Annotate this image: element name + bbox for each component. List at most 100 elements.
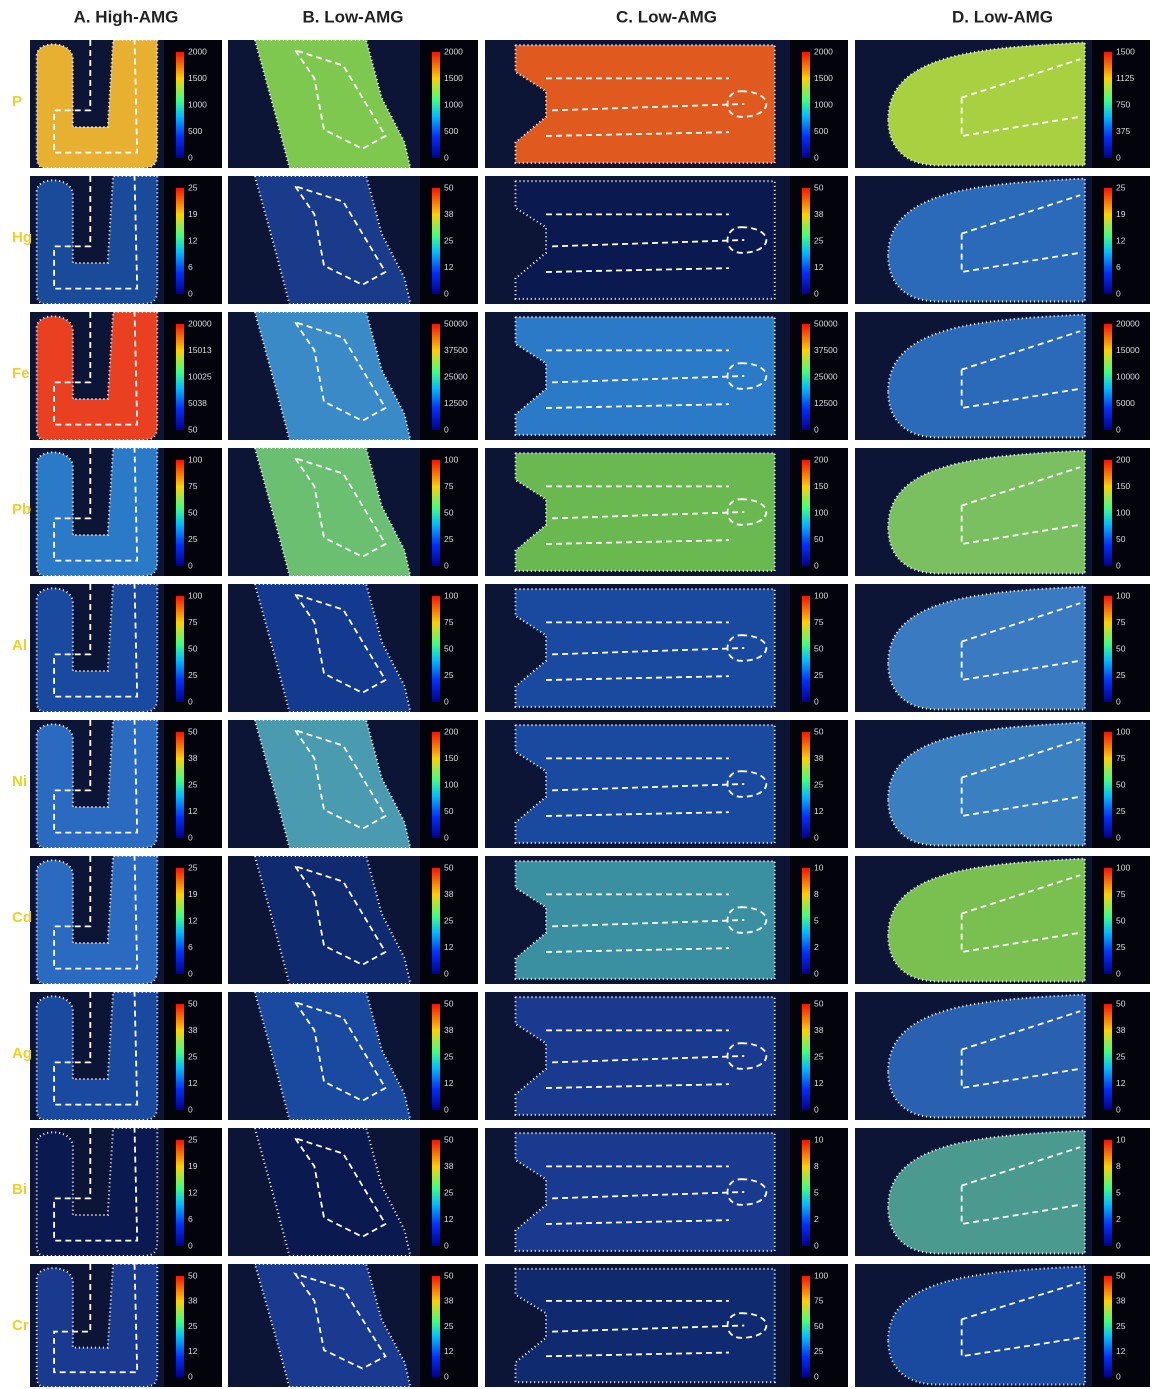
colorbar-tick-label: 500 [814, 126, 828, 136]
colorbar-tick-label: 5038 [188, 398, 207, 408]
colorbar-tick-label: 100 [1116, 507, 1130, 517]
tissue [516, 1269, 775, 1382]
colorbar-tick-label: 1500 [188, 73, 207, 83]
element-map: 503825120 [228, 856, 478, 984]
colorbar-tick-label: 0 [188, 152, 193, 162]
colorbar-tick-label: 5000 [1116, 398, 1135, 408]
element-map: 25191260 [30, 176, 222, 304]
tissue [516, 861, 775, 979]
column-header: D. Low-AMG [952, 7, 1053, 26]
colorbar-tick-label: 0 [1116, 288, 1121, 298]
colorbar-tick-label: 50000 [814, 318, 838, 328]
colorbar-tick-label: 25 [188, 779, 198, 789]
colorbar-tick-label: 12 [188, 1078, 198, 1088]
colorbar-tick-label: 50 [1116, 1270, 1126, 1280]
colorbar-tick-label: 0 [188, 696, 193, 706]
colorbar [176, 1140, 184, 1246]
colorbar-tick-label: 0 [188, 560, 193, 570]
colorbar-tick-label: 0 [814, 560, 819, 570]
colorbar-tick-label: 20000 [188, 318, 212, 328]
colorbar-tick-label: 500 [444, 126, 458, 136]
element-label: Cd [12, 909, 32, 926]
colorbar-tick-label: 2 [814, 942, 819, 952]
colorbar-tick-label: 0 [1116, 832, 1121, 842]
colorbar-tick-label: 12 [1116, 1078, 1126, 1088]
colorbar-tick-label: 12 [188, 235, 198, 245]
colorbar-tick-label: 25 [814, 1346, 824, 1356]
element-map: 1007550250 [485, 584, 848, 712]
element-map: 25191260 [30, 856, 222, 984]
tissue [516, 453, 775, 571]
colorbar [176, 52, 184, 158]
colorbar-tick-label: 12 [814, 262, 824, 272]
colorbar-tick-label: 38 [1116, 1296, 1126, 1306]
colorbar-tick-label: 15000 [1116, 345, 1140, 355]
element-map: 1007550250 [855, 584, 1150, 712]
colorbar [432, 868, 440, 974]
tissue [516, 997, 775, 1115]
colorbar-tick-label: 12 [444, 1078, 454, 1088]
colorbar-tick-label: 2000 [444, 46, 463, 56]
colorbar-tick-label: 50 [814, 534, 824, 544]
colorbar-panel [790, 856, 848, 984]
colorbar-tick-label: 50 [444, 507, 454, 517]
colorbar-tick-label: 25 [814, 235, 824, 245]
colorbar-tick-label: 38 [1116, 1025, 1126, 1035]
colorbar-tick-label: 38 [188, 753, 198, 763]
colorbar-tick-label: 75 [188, 617, 198, 627]
colorbar-tick-label: 12 [1116, 1346, 1126, 1356]
element-map: 20000150001000050000 [855, 312, 1150, 440]
colorbar-tick-label: 750 [1116, 99, 1130, 109]
colorbar-tick-label: 0 [1116, 424, 1121, 434]
colorbar-tick-label: 12500 [444, 398, 468, 408]
colorbar-tick-label: 10000 [1116, 371, 1140, 381]
colorbar-tick-label: 19 [1116, 209, 1126, 219]
colorbar-tick-label: 2000 [188, 46, 207, 56]
element-map: 108520 [485, 856, 848, 984]
element-map: 500003750025000125000 [485, 312, 848, 440]
colorbar-tick-label: 50 [814, 643, 824, 653]
colorbar-tick-label: 50 [814, 726, 824, 736]
colorbar-tick-label: 25 [444, 915, 454, 925]
colorbar-tick-label: 50 [1116, 643, 1126, 653]
colorbar [176, 1276, 184, 1377]
colorbar-tick-label: 12 [444, 1346, 454, 1356]
colorbar [432, 188, 440, 294]
element-map: 503825120 [228, 1264, 478, 1387]
colorbar-tick-label: 8 [814, 889, 819, 899]
colorbar-tick-label: 0 [814, 1240, 819, 1250]
colorbar-tick-label: 150 [814, 481, 828, 491]
colorbar [802, 868, 810, 974]
colorbar-tick-label: 0 [188, 1240, 193, 1250]
element-label: Pb [12, 501, 31, 518]
colorbar-tick-label: 25 [1116, 806, 1126, 816]
colorbar-tick-label: 25 [444, 670, 454, 680]
colorbar [1104, 868, 1112, 974]
colorbar [432, 1140, 440, 1246]
colorbar-tick-label: 5 [814, 915, 819, 925]
colorbar-tick-label: 19 [188, 889, 198, 899]
colorbar-panel [1092, 1128, 1150, 1256]
colorbar-tick-label: 100 [444, 779, 458, 789]
colorbar-tick-label: 10 [814, 1134, 824, 1144]
colorbar-tick-label: 1500 [814, 73, 833, 83]
colorbar-tick-label: 25 [188, 1051, 198, 1061]
colorbar-tick-label: 12 [444, 942, 454, 952]
colorbar-tick-label: 0 [444, 1104, 449, 1114]
colorbar-tick-label: 25 [814, 1051, 824, 1061]
colorbar-tick-label: 0 [814, 288, 819, 298]
colorbar-tick-label: 0 [188, 1371, 193, 1381]
colorbar-tick-label: 75 [444, 481, 454, 491]
colorbar-tick-label: 38 [444, 1025, 454, 1035]
colorbar-tick-label: 50 [444, 1270, 454, 1280]
colorbar-tick-label: 100 [814, 1270, 828, 1280]
colorbar [802, 460, 810, 566]
colorbar-tick-label: 0 [1116, 696, 1121, 706]
